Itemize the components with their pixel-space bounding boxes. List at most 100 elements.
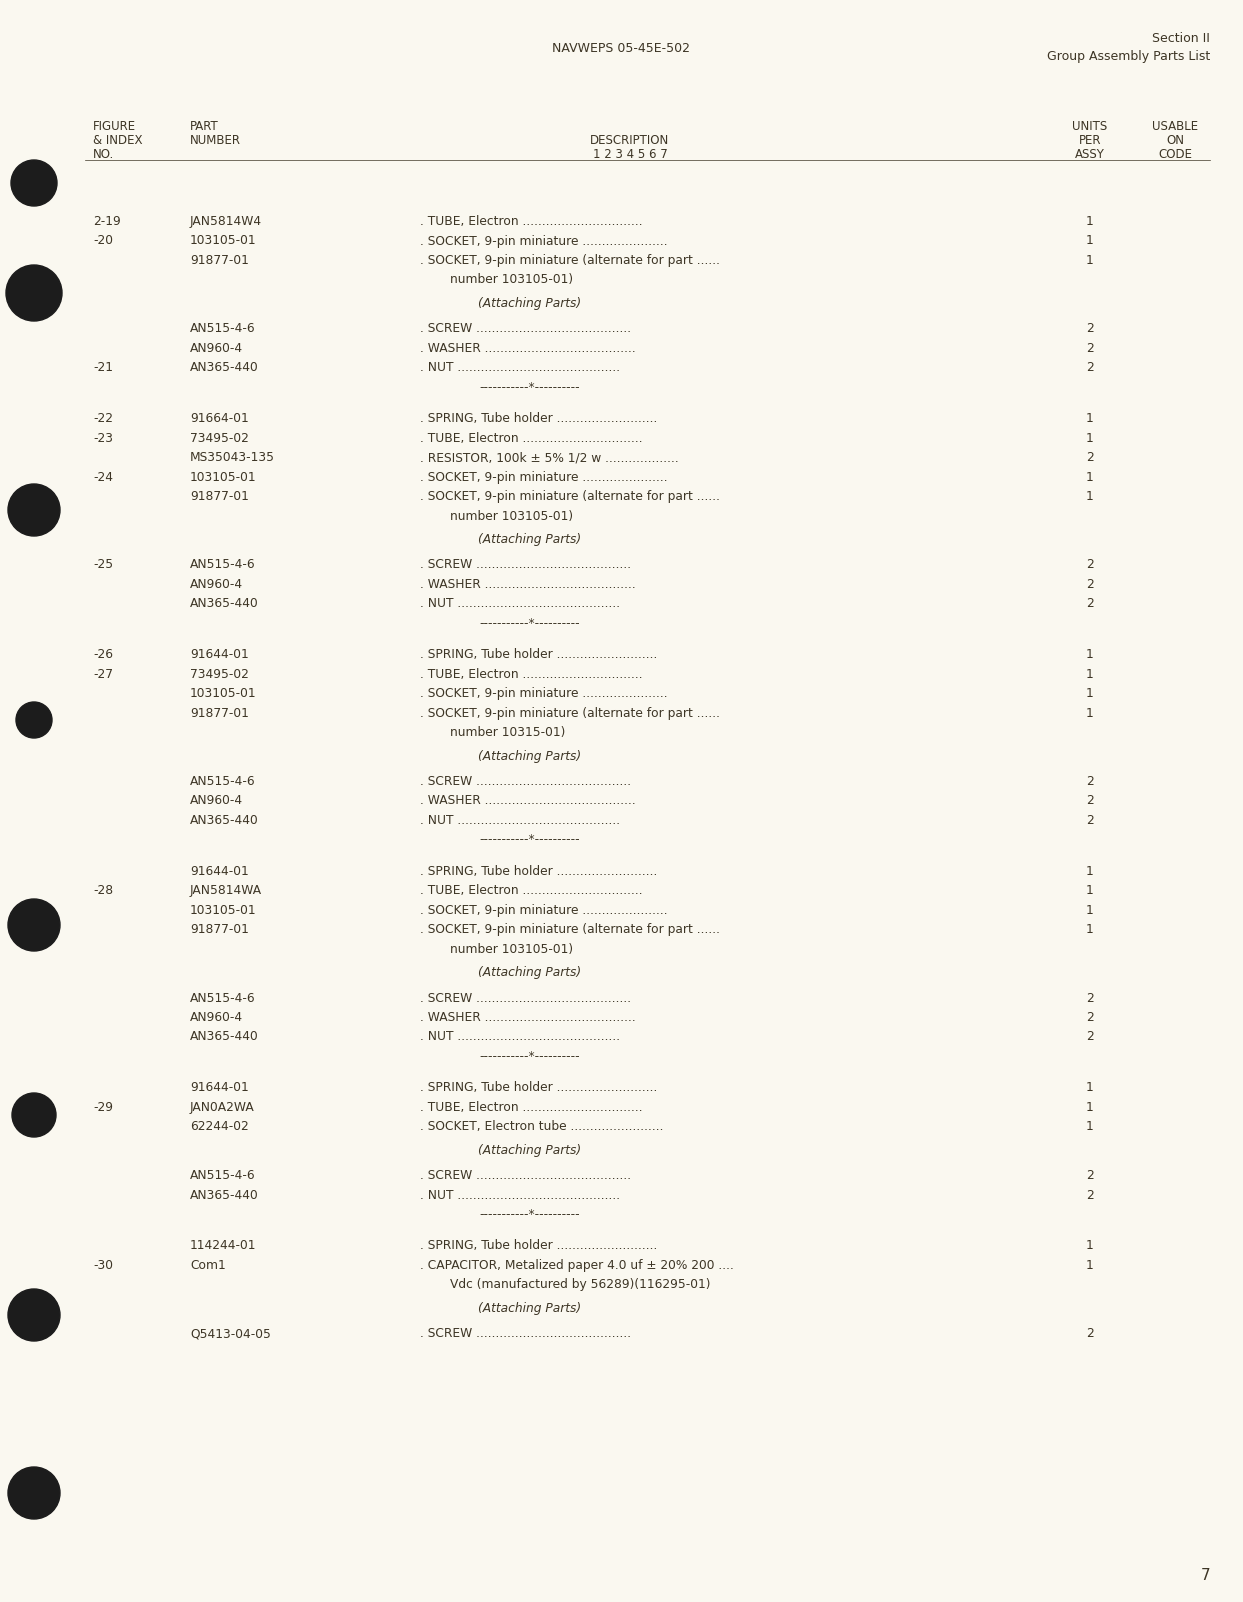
Text: . SOCKET, 9-pin miniature (alternate for part ......: . SOCKET, 9-pin miniature (alternate for… — [420, 490, 720, 503]
Text: . SOCKET, 9-pin miniature ......................: . SOCKET, 9-pin miniature ..............… — [420, 234, 667, 247]
Text: . SOCKET, 9-pin miniature (alternate for part ......: . SOCKET, 9-pin miniature (alternate for… — [420, 923, 720, 936]
Text: AN365-440: AN365-440 — [190, 1030, 259, 1043]
Text: 91877-01: 91877-01 — [190, 923, 249, 936]
Text: 2-19: 2-19 — [93, 215, 121, 227]
Text: 1: 1 — [1086, 255, 1094, 268]
Text: 2: 2 — [1086, 1326, 1094, 1341]
Text: 91877-01: 91877-01 — [190, 255, 249, 268]
Text: . SCREW ........................................: . SCREW ................................… — [420, 992, 631, 1004]
Text: 1: 1 — [1086, 471, 1094, 484]
Text: 2: 2 — [1086, 1169, 1094, 1182]
Text: -20: -20 — [93, 234, 113, 247]
Text: . SCREW ........................................: . SCREW ................................… — [420, 1326, 631, 1341]
Text: 103105-01: 103105-01 — [190, 904, 256, 916]
Text: ASSY: ASSY — [1075, 147, 1105, 160]
Text: -----------*----------: -----------*---------- — [480, 833, 580, 846]
Text: number 10315-01): number 10315-01) — [450, 726, 566, 739]
Text: 1: 1 — [1086, 490, 1094, 503]
Text: 1: 1 — [1086, 649, 1094, 662]
Text: . WASHER .......................................: . WASHER ...............................… — [420, 1011, 635, 1024]
Text: 73495-02: 73495-02 — [190, 668, 249, 681]
Text: 1: 1 — [1086, 706, 1094, 719]
Text: 2: 2 — [1086, 322, 1094, 335]
Text: 103105-01: 103105-01 — [190, 471, 256, 484]
Text: Vdc (manufactured by 56289)(116295-01): Vdc (manufactured by 56289)(116295-01) — [450, 1278, 711, 1291]
Text: 1: 1 — [1086, 668, 1094, 681]
Text: -23: -23 — [93, 431, 113, 444]
Text: AN515-4-6: AN515-4-6 — [190, 1169, 256, 1182]
Text: 2: 2 — [1086, 992, 1094, 1004]
Text: AN365-440: AN365-440 — [190, 814, 259, 827]
Text: (Attaching Parts): (Attaching Parts) — [479, 1302, 582, 1315]
Text: 91644-01: 91644-01 — [190, 649, 249, 662]
Text: 2: 2 — [1086, 452, 1094, 465]
Text: -----------*----------: -----------*---------- — [480, 1208, 580, 1221]
Text: 2: 2 — [1086, 1030, 1094, 1043]
Text: DESCRIPTION: DESCRIPTION — [590, 135, 670, 147]
Text: Com1: Com1 — [190, 1259, 226, 1272]
Text: AN515-4-6: AN515-4-6 — [190, 775, 256, 788]
Text: 2: 2 — [1086, 341, 1094, 356]
Text: AN365-440: AN365-440 — [190, 598, 259, 610]
Text: MS35043-135: MS35043-135 — [190, 452, 275, 465]
Text: . NUT ..........................................: . NUT ..................................… — [420, 1189, 620, 1202]
Text: 1: 1 — [1086, 412, 1094, 425]
Text: . NUT ..........................................: . NUT ..................................… — [420, 1030, 620, 1043]
Text: 114244-01: 114244-01 — [190, 1240, 256, 1253]
Text: 91644-01: 91644-01 — [190, 1081, 249, 1094]
Text: -----------*----------: -----------*---------- — [480, 381, 580, 394]
Text: . SPRING, Tube holder ..........................: . SPRING, Tube holder ..................… — [420, 1240, 658, 1253]
Text: -30: -30 — [93, 1259, 113, 1272]
Text: number 103105-01): number 103105-01) — [450, 509, 573, 522]
Text: JAN5814WA: JAN5814WA — [190, 884, 262, 897]
Text: 2: 2 — [1086, 598, 1094, 610]
Text: AN960-4: AN960-4 — [190, 341, 244, 356]
Circle shape — [7, 1290, 60, 1341]
Text: . SCREW ........................................: . SCREW ................................… — [420, 559, 631, 572]
Text: 7: 7 — [1201, 1568, 1209, 1583]
Text: 1: 1 — [1086, 1240, 1094, 1253]
Text: 91877-01: 91877-01 — [190, 706, 249, 719]
Text: . TUBE, Electron ...............................: . TUBE, Electron .......................… — [420, 668, 643, 681]
Text: 1: 1 — [1086, 865, 1094, 878]
Text: AN365-440: AN365-440 — [190, 1189, 259, 1202]
Text: 2: 2 — [1086, 1189, 1094, 1202]
Text: PART: PART — [190, 120, 219, 133]
Text: AN515-4-6: AN515-4-6 — [190, 559, 256, 572]
Text: (Attaching Parts): (Attaching Parts) — [479, 750, 582, 763]
Text: 91664-01: 91664-01 — [190, 412, 249, 425]
Text: ON: ON — [1166, 135, 1185, 147]
Text: AN960-4: AN960-4 — [190, 1011, 244, 1024]
Text: . CAPACITOR, Metalized paper 4.0 uf ± 20% 200 ....: . CAPACITOR, Metalized paper 4.0 uf ± 20… — [420, 1259, 733, 1272]
Circle shape — [7, 1467, 60, 1519]
Text: . SPRING, Tube holder ..........................: . SPRING, Tube holder ..................… — [420, 1081, 658, 1094]
Text: 1: 1 — [1086, 904, 1094, 916]
Text: -25: -25 — [93, 559, 113, 572]
Text: UNITS: UNITS — [1073, 120, 1108, 133]
Text: 1: 1 — [1086, 923, 1094, 936]
Text: 1: 1 — [1086, 1081, 1094, 1094]
Text: . SOCKET, 9-pin miniature (alternate for part ......: . SOCKET, 9-pin miniature (alternate for… — [420, 706, 720, 719]
Text: 2: 2 — [1086, 578, 1094, 591]
Text: AN515-4-6: AN515-4-6 — [190, 992, 256, 1004]
Text: (Attaching Parts): (Attaching Parts) — [479, 533, 582, 546]
Text: 2: 2 — [1086, 814, 1094, 827]
Text: number 103105-01): number 103105-01) — [450, 942, 573, 956]
Text: . WASHER .......................................: . WASHER ...............................… — [420, 341, 635, 356]
Text: JAN5814W4: JAN5814W4 — [190, 215, 262, 227]
Text: -22: -22 — [93, 412, 113, 425]
Text: . SCREW ........................................: . SCREW ................................… — [420, 322, 631, 335]
Text: -24: -24 — [93, 471, 113, 484]
Text: 91644-01: 91644-01 — [190, 865, 249, 878]
Text: 1: 1 — [1086, 1120, 1094, 1133]
Text: 1: 1 — [1086, 215, 1094, 227]
Text: -29: -29 — [93, 1101, 113, 1113]
Text: & INDEX: & INDEX — [93, 135, 143, 147]
Text: 2: 2 — [1086, 1011, 1094, 1024]
Text: 1: 1 — [1086, 687, 1094, 700]
Text: -21: -21 — [93, 362, 113, 375]
Text: (Attaching Parts): (Attaching Parts) — [479, 1144, 582, 1157]
Text: 62244-02: 62244-02 — [190, 1120, 249, 1133]
Text: . TUBE, Electron ...............................: . TUBE, Electron .......................… — [420, 431, 643, 444]
Text: number 103105-01): number 103105-01) — [450, 274, 573, 287]
